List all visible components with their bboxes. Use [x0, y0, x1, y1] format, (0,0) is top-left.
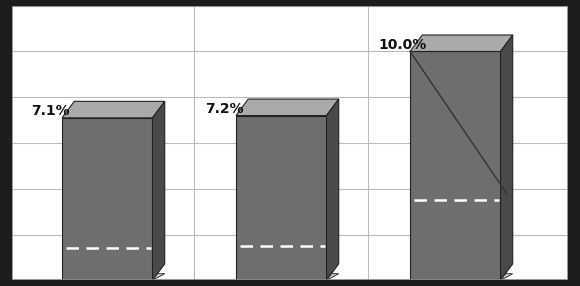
Polygon shape [236, 99, 339, 116]
Polygon shape [410, 274, 513, 280]
Polygon shape [153, 101, 165, 280]
Polygon shape [236, 116, 327, 280]
Polygon shape [410, 51, 501, 280]
Text: 10.0%: 10.0% [379, 38, 427, 52]
Polygon shape [62, 118, 153, 280]
Text: 7.2%: 7.2% [205, 102, 244, 116]
Polygon shape [236, 274, 339, 280]
Polygon shape [327, 99, 339, 280]
Polygon shape [62, 274, 165, 280]
Polygon shape [410, 35, 513, 51]
Text: 7.1%: 7.1% [31, 104, 70, 118]
Polygon shape [501, 35, 513, 280]
Polygon shape [62, 101, 165, 118]
